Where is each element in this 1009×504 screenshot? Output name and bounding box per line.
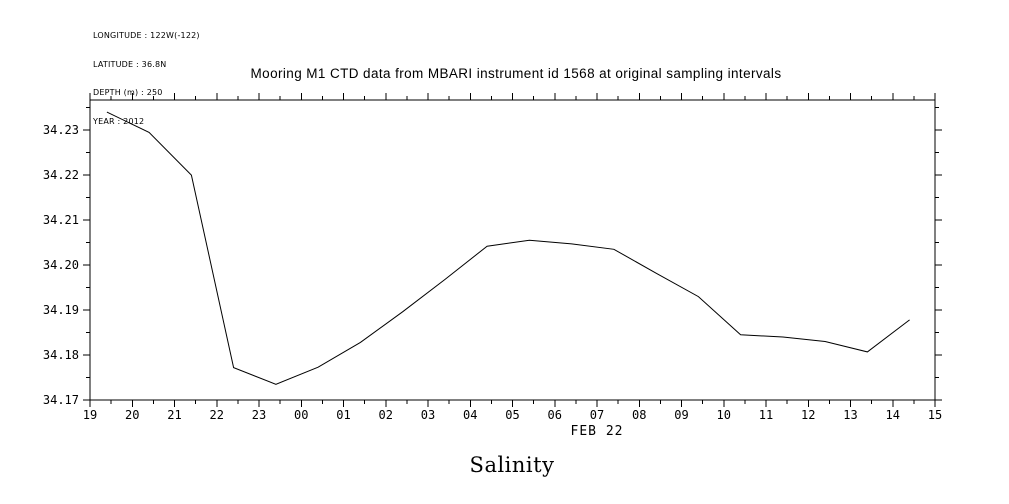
x-tick-label: 14 bbox=[886, 408, 900, 422]
x-tick-label: 09 bbox=[674, 408, 688, 422]
metadata-depth: DEPTH (m) : 250 bbox=[93, 88, 163, 97]
chart-variable-label: Salinity bbox=[469, 453, 555, 477]
x-tick-label: 02 bbox=[379, 408, 393, 422]
x-tick-label: 22 bbox=[210, 408, 224, 422]
y-tick-label: 34.23 bbox=[43, 123, 79, 137]
x-tick-label: 15 bbox=[928, 408, 942, 422]
y-tick-label: 34.18 bbox=[43, 348, 79, 362]
salinity-data-line bbox=[106, 111, 910, 385]
y-tick-label: 34.19 bbox=[43, 303, 79, 317]
metadata-year: YEAR : 2012 bbox=[93, 116, 145, 126]
x-tick-label: 04 bbox=[463, 408, 477, 422]
x-tick-label: 12 bbox=[801, 408, 815, 422]
x-tick-label: 01 bbox=[336, 408, 350, 422]
plot-frame bbox=[89, 99, 936, 401]
y-tick-label: 34.21 bbox=[43, 213, 79, 227]
x-tick-label: 23 bbox=[252, 408, 266, 422]
y-tick-label: 34.20 bbox=[43, 258, 79, 272]
chart-title: Mooring M1 CTD data from MBARI instrumen… bbox=[250, 66, 782, 81]
metadata-longitude: LONGITUDE : 122W(-122) bbox=[93, 31, 200, 40]
x-tick-label: 20 bbox=[125, 408, 139, 422]
x-axis-date-label: FEB 22 bbox=[570, 424, 624, 439]
x-tick-label: 13 bbox=[843, 408, 857, 422]
x-tick-label: 05 bbox=[505, 408, 519, 422]
x-tick-label: 06 bbox=[548, 408, 562, 422]
x-tick-label: 19 bbox=[83, 408, 97, 422]
y-tick-label: 34.22 bbox=[43, 168, 79, 182]
x-tick-label: 21 bbox=[167, 408, 181, 422]
x-tick-label: 10 bbox=[717, 408, 731, 422]
metadata-latitude: LATITUDE : 36.8N bbox=[93, 59, 167, 69]
x-tick-label: 03 bbox=[421, 408, 435, 422]
x-tick-label: 11 bbox=[759, 408, 773, 422]
y-tick-label: 34.17 bbox=[43, 393, 79, 407]
x-tick-label: 00 bbox=[294, 408, 308, 422]
metadata-block: LONGITUDE : 122W(-122) LATITUDE : 36.8N … bbox=[93, 12, 200, 145]
x-tick-label: 07 bbox=[590, 408, 604, 422]
x-tick-label: 08 bbox=[632, 408, 646, 422]
